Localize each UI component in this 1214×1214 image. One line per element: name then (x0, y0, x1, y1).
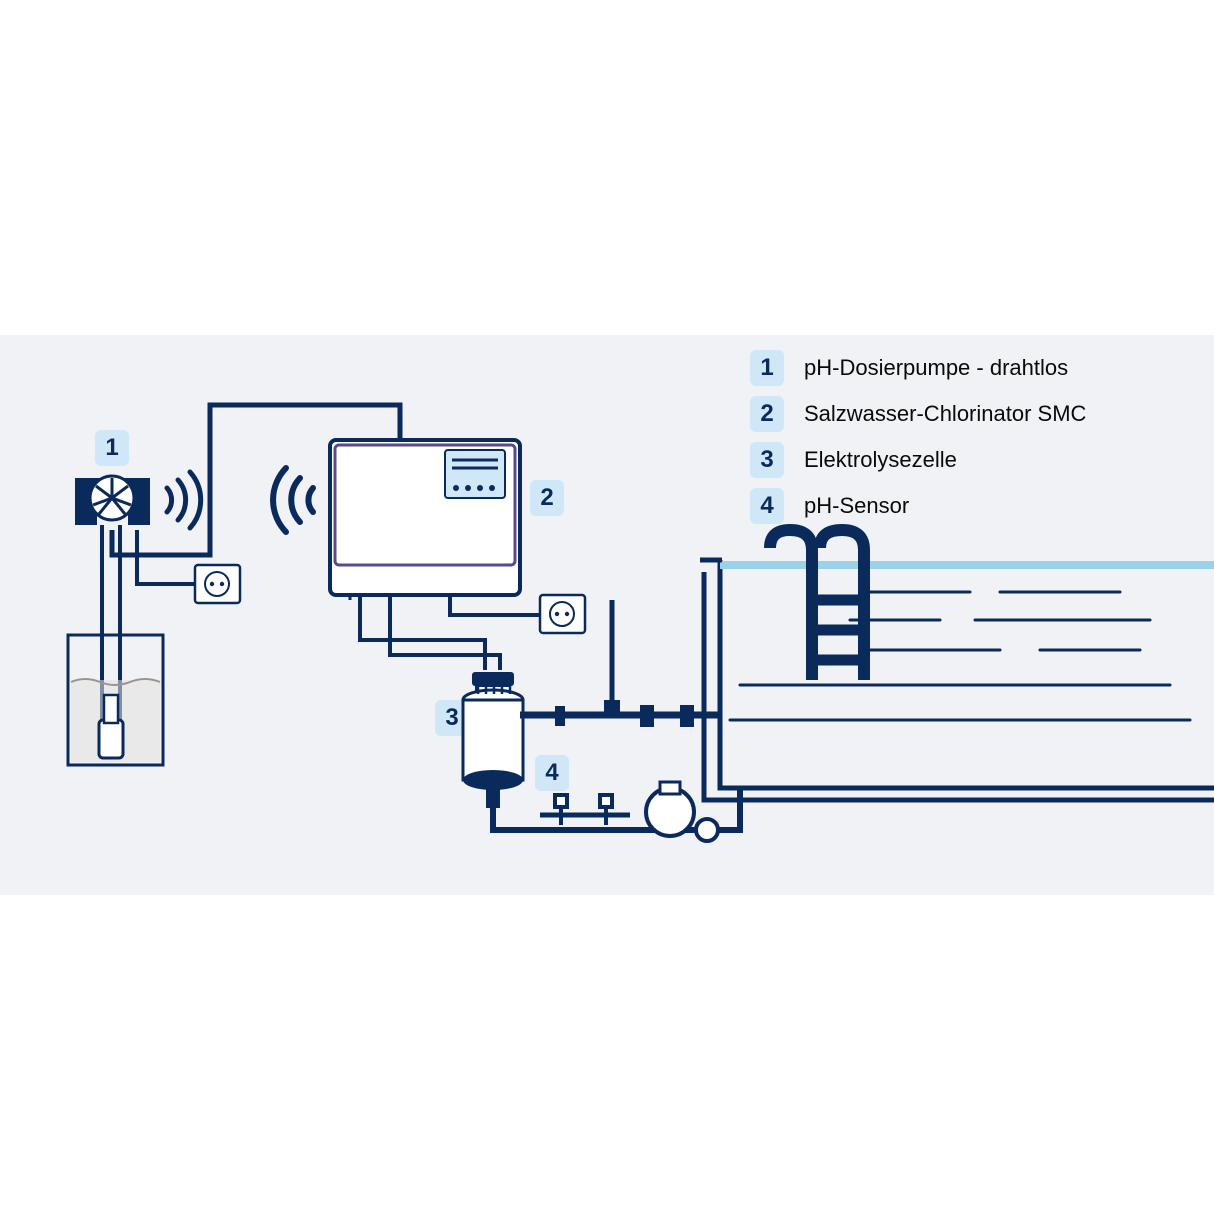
wire-chlor-cell-1 (360, 595, 485, 670)
electrolysis-cell (463, 672, 523, 808)
pool (700, 530, 1214, 800)
chlorinator (330, 440, 520, 600)
diagram-canvas: 1 pH-Dosierpumpe - drahtlos 2 Salzwasser… (0, 0, 1214, 1214)
power-outlet-1 (195, 565, 240, 603)
wifi-pump (167, 472, 201, 528)
wire-chlor-outlet (450, 595, 540, 615)
ph-sensor (604, 600, 620, 715)
wifi-chlorinator (273, 468, 313, 532)
diagram-svg (0, 0, 1214, 1214)
power-outlet-2 (540, 595, 585, 633)
chemical-tank (68, 635, 163, 765)
